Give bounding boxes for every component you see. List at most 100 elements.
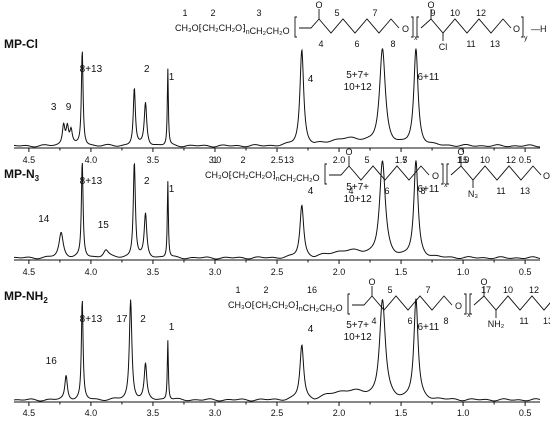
structure-formula-1: 1 2 13 5 7 15 10 124 6 8 11 13CH₃O⁅CH₂CH₂O⁆nCH₂CH₂O… <box>205 147 550 199</box>
x-tick-label: 1.5 <box>395 408 408 418</box>
structure-formula-2: 1216571710124681113CH₃O⁅CH₂CH₂O⁆nCH₂CH₂O… <box>228 277 550 329</box>
atom-number: 13 <box>284 155 294 165</box>
atom-number: 15 <box>458 155 468 165</box>
subscript-x: x <box>414 35 418 42</box>
atom-number: 5 <box>364 155 369 165</box>
peak-label: 17 <box>116 314 128 325</box>
bracket-left-2 <box>446 163 449 185</box>
peak-label: 8+13 <box>80 176 103 187</box>
substituent-label: N₃ <box>468 189 478 199</box>
atom-number: 11 <box>519 316 528 326</box>
atom-number: 4 <box>371 316 376 326</box>
atom-number: 2 <box>210 8 215 18</box>
x-tick-label: 1.5 <box>395 155 408 165</box>
x-tick-label: 3.0 <box>209 408 222 418</box>
bracket-left-2 <box>469 293 472 315</box>
peak-label: 4 <box>308 74 314 85</box>
x-tick-label: 1.0 <box>457 155 470 165</box>
peak-label: 1 <box>169 184 175 195</box>
bracket-right <box>441 163 444 185</box>
peak-label: 4 <box>308 186 314 197</box>
panel-name-0: MP-Cl <box>4 37 38 51</box>
bracket-left <box>294 16 297 38</box>
substituent-label: Cl <box>439 42 448 52</box>
atom-number: 2 <box>263 285 268 295</box>
atom-number: 1 <box>182 8 187 18</box>
peak-label: 5+7+ <box>346 320 369 331</box>
spectrum-line-0 <box>13 48 541 148</box>
atom-number: 4 <box>318 39 323 49</box>
peak-label: 14 <box>38 214 50 225</box>
atom-number: 1 <box>235 285 240 295</box>
carbonyl-oxygen-2: O <box>427 0 434 10</box>
peak-label: 10+12 <box>344 194 373 205</box>
atom-number: 8 <box>420 186 425 196</box>
atom-number: 17 <box>481 285 491 295</box>
atom-number: 12 <box>476 8 486 18</box>
atom-number: 10 <box>503 285 513 295</box>
carbonyl-oxygen: O <box>345 147 352 157</box>
atom-number: 6 <box>407 316 412 326</box>
pcl-chain-bond-2 <box>473 295 550 311</box>
peak-label: 1 <box>169 322 175 333</box>
atom-number: 6 <box>384 186 389 196</box>
x-tick-label: 4.0 <box>85 267 98 277</box>
x-tick-label: 3.0 <box>209 267 222 277</box>
subscript-x: x <box>467 312 471 319</box>
substituent-label: NH₂ <box>488 319 505 329</box>
subscript-x: x <box>444 182 448 189</box>
atom-number: 6 <box>354 39 359 49</box>
spectrum-line-2 <box>13 298 541 402</box>
x-tick-label: 4.0 <box>85 408 98 418</box>
atom-number: 9 <box>430 8 435 18</box>
atom-number: 5 <box>387 285 392 295</box>
pcl-chain-bond-2 <box>420 18 512 34</box>
atom-number: 7 <box>372 8 377 18</box>
carbonyl-oxygen-2: O <box>480 277 487 287</box>
ester-oxygen: O <box>432 171 439 181</box>
formula-chain: CH₃O⁅CH₂CH₂O⁆nCH₂CH₂O <box>228 300 343 313</box>
x-tick-label: 0.5 <box>519 408 532 418</box>
formula-chain: CH₃O⁅CH₂CH₂O⁆nCH₂CH₂O <box>175 23 290 36</box>
x-tick-label: 3.5 <box>147 408 160 418</box>
atom-number: 12 <box>529 285 539 295</box>
pcl-chain-bond <box>299 18 400 34</box>
x-tick-label: 2.5 <box>271 155 284 165</box>
ester-oxygen-2: O <box>543 171 550 181</box>
structure-formula-0: 1 2 3 5 7 9 10 124 6 8 11 13CH₃O⁅CH₂CH₂O⁆nCH₂CH₂OOO… <box>175 0 547 52</box>
peak-label: 2 <box>144 64 150 75</box>
x-tick-label: 2.5 <box>271 267 284 277</box>
ester-oxygen-2: O <box>513 24 520 34</box>
carbonyl-oxygen-2: O <box>457 147 464 157</box>
atom-number: 7 <box>425 285 430 295</box>
peak-label: 2 <box>144 176 150 187</box>
x-tick-label: 4.0 <box>85 155 98 165</box>
bracket-left <box>347 293 350 315</box>
x-tick-label: 2.0 <box>333 155 346 165</box>
x-tick-label: 0.5 <box>519 155 532 165</box>
peak-label: 6+11 <box>417 184 439 195</box>
formula-chain: CH₃O⁅CH₂CH₂O⁆nCH₂CH₂O <box>205 170 320 183</box>
x-tick-label: 3.5 <box>147 267 160 277</box>
peak-label: 10+12 <box>344 82 373 93</box>
peak-label: 8+13 <box>80 64 103 75</box>
peak-label: 10+12 <box>344 332 373 343</box>
bracket-right-2 <box>521 16 524 38</box>
bracket-right <box>411 16 414 38</box>
peak-label: 16 <box>46 356 58 367</box>
peak-label: 9 <box>66 102 72 113</box>
bracket-left <box>324 163 327 185</box>
carbonyl-oxygen: O <box>368 277 375 287</box>
x-tick-label: 3.0 <box>209 155 222 165</box>
bracket-left-2 <box>416 16 419 38</box>
terminal-h: —H <box>531 24 547 34</box>
atom-number: 13 <box>520 186 530 196</box>
atom-number: 13 <box>543 316 550 326</box>
atom-number: 4 <box>348 186 353 196</box>
atom-number: 10 <box>480 155 490 165</box>
atom-number: 5 <box>334 8 339 18</box>
peak-label: 6+11 <box>417 72 439 83</box>
atom-number: 7 <box>402 155 407 165</box>
atom-number: 8 <box>443 316 448 326</box>
